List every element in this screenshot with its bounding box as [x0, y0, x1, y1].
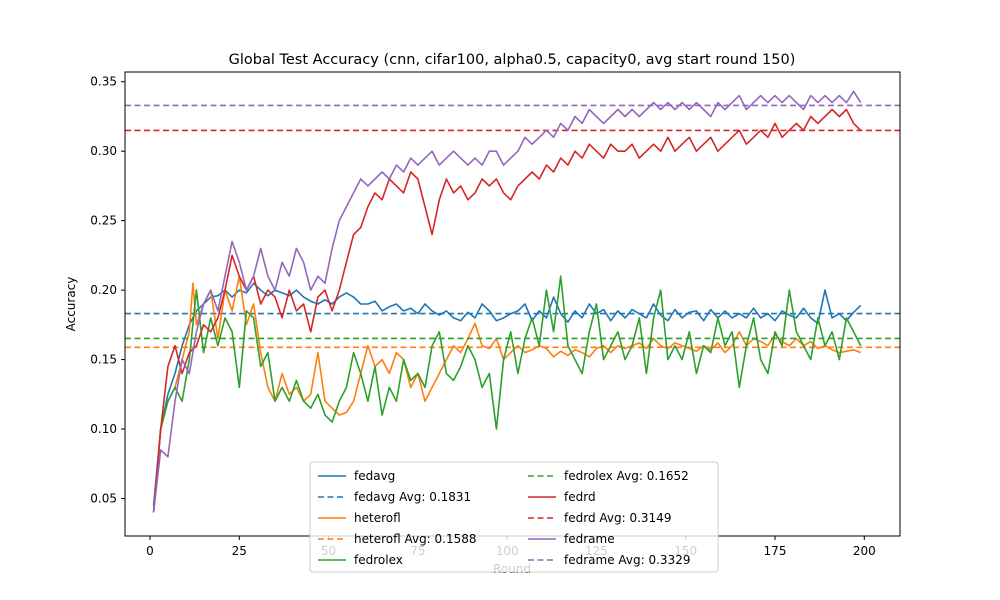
legend-frame: [309, 461, 719, 573]
legend-label-0: fedavg: [354, 469, 395, 483]
y-tick-label: 0.05: [90, 491, 117, 505]
legend-label-7: fedrd Avg: 0.3149: [564, 511, 671, 525]
legend: fedavg fedavg Avg: 0.1831 heterofl heterofl…: [309, 461, 719, 573]
y-tick-label: 0.35: [90, 75, 117, 89]
legend-label-5: fedrolex Avg: 0.1652: [564, 469, 689, 483]
x-tick-label: 200: [853, 544, 876, 558]
legend-label-2: heterofl: [354, 511, 401, 525]
legend-label-8: fedrame: [564, 532, 615, 546]
y-tick-label: 0.25: [90, 214, 117, 228]
legend-label-3: heterofl Avg: 0.1588: [354, 532, 477, 546]
series-line-8: [152, 90, 862, 513]
legend-label-4: fedrolex: [354, 553, 403, 567]
series-line-4: [152, 275, 862, 513]
legend-label-9: fedrame Avg: 0.3329: [564, 553, 690, 567]
y-tick-label: 0.10: [90, 422, 117, 436]
chart-title: Global Test Accuracy (cnn, cifar100, alp…: [229, 52, 796, 68]
plot-area: [124, 71, 901, 537]
legend-label-1: fedavg Avg: 0.1831: [354, 490, 471, 504]
x-tick-label: 0: [146, 544, 154, 558]
x-tick-label: 175: [764, 544, 787, 558]
x-tick-label: 25: [232, 544, 247, 558]
legend-label-6: fedrd: [564, 490, 596, 504]
y-axis: 0.05 0.10 0.15 0.20 0.25 0.30 0.35: [90, 75, 125, 505]
series-line-6: [152, 108, 862, 513]
y-tick-label: 0.15: [90, 353, 117, 367]
y-tick-label: 0.20: [90, 283, 117, 297]
y-tick-label: 0.30: [90, 144, 117, 158]
y-axis-label: Accuracy: [64, 277, 78, 332]
